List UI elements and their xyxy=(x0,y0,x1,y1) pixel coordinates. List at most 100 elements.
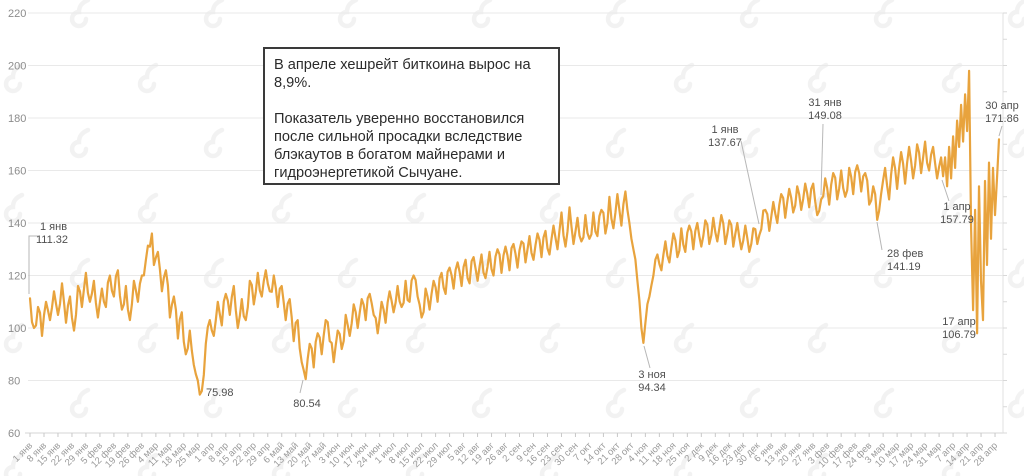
forklog-watermark-icon xyxy=(337,257,359,289)
forklog-watermark-icon xyxy=(3,452,25,476)
y-axis-label: 180 xyxy=(8,113,26,125)
data-point-label: 30 апр xyxy=(985,100,1018,112)
annotation-callout xyxy=(299,379,304,394)
forklog-watermark-icon xyxy=(3,322,25,354)
data-point-label: 28 фев xyxy=(887,248,923,260)
forklog-watermark-icon xyxy=(873,0,895,29)
forklog-watermark-icon xyxy=(873,387,895,419)
forklog-watermark-icon xyxy=(3,192,25,224)
forklog-watermark-icon xyxy=(203,0,225,29)
forklog-watermark-icon xyxy=(471,387,493,419)
forklog-watermark-icon xyxy=(471,0,493,29)
y-axis-label: 160 xyxy=(8,166,26,178)
annotation-callout xyxy=(740,140,760,225)
data-point-label: 141.19 xyxy=(887,261,921,273)
data-point-label: 111.32 xyxy=(36,234,68,246)
data-point-label: 3 ноя xyxy=(638,369,665,381)
data-point-label: 157.79 xyxy=(940,214,974,226)
data-point-label: 80.54 xyxy=(293,398,321,410)
forklog-watermark-icon xyxy=(1007,128,1024,159)
forklog-watermark-icon xyxy=(271,452,293,476)
data-point-label: 1 апр xyxy=(943,201,970,213)
forklog-watermark-icon xyxy=(69,257,91,289)
note-paragraph-1: В апреле хешрейт биткоина вырос на 8,9%. xyxy=(274,57,531,92)
data-point-label: 75.98 xyxy=(206,387,234,399)
forklog-watermark-icon xyxy=(807,322,829,354)
forklog-watermark-icon xyxy=(137,322,159,354)
data-point-label: 31 янв xyxy=(808,97,841,109)
y-axis-label: 100 xyxy=(8,323,26,335)
data-point-label: 171.86 xyxy=(985,113,1019,125)
forklog-watermark-icon xyxy=(137,452,159,476)
forklog-watermark-icon xyxy=(1007,388,1024,419)
forklog-watermark-icon xyxy=(405,192,427,224)
annotation-callout xyxy=(998,125,1003,137)
data-point-label: 1 янв xyxy=(711,124,738,136)
forklog-watermark-icon xyxy=(941,452,963,476)
forklog-watermark-icon xyxy=(137,192,159,224)
y-axis-label: 140 xyxy=(8,218,26,230)
forklog-watermark-icon xyxy=(941,322,963,354)
forklog-watermark-icon xyxy=(203,127,225,159)
forklog-watermark-icon xyxy=(1007,0,1024,29)
forklog-watermark-icon xyxy=(807,62,829,94)
forklog-watermark-icon xyxy=(673,62,695,94)
forklog-watermark-icon xyxy=(405,452,427,476)
forklog-watermark-icon xyxy=(605,387,627,419)
y-axis-label: 120 xyxy=(8,271,26,283)
forklog-watermark-icon xyxy=(807,452,829,476)
data-point-label: 17 апр xyxy=(942,316,975,328)
annotation-callout xyxy=(941,179,950,202)
forklog-watermark-icon xyxy=(673,192,695,224)
forklog-watermark-icon xyxy=(941,192,963,224)
forklog-watermark-icon xyxy=(69,0,91,29)
note-paragraph-2: Показатель уверенно восстановился после … xyxy=(274,111,525,182)
forklog-watermark-icon xyxy=(605,257,627,289)
forklog-watermark-icon xyxy=(739,257,761,289)
forklog-watermark-icon xyxy=(873,127,895,159)
hashrate-series-line xyxy=(28,69,1001,396)
annotation-callout xyxy=(820,123,824,196)
annotation-callout xyxy=(28,235,38,294)
forklog-watermark-icon xyxy=(203,257,225,289)
forklog-watermark-icon xyxy=(271,322,293,354)
forklog-watermark-icon xyxy=(807,192,829,224)
data-point-label: 106.79 xyxy=(942,329,976,341)
forklog-watermark-icon xyxy=(673,452,695,476)
forklog-watermark-icon xyxy=(605,0,627,29)
forklog-watermark-icon xyxy=(539,192,561,224)
forklog-watermark-icon xyxy=(337,387,359,419)
forklog-watermark-icon xyxy=(69,387,91,419)
data-point-label: 94.34 xyxy=(638,382,666,394)
forklog-watermark-icon xyxy=(337,0,359,29)
y-axis-label: 200 xyxy=(8,61,26,73)
forklog-watermark-icon xyxy=(605,127,627,159)
forklog-watermark-icon xyxy=(673,322,695,354)
forklog-watermark-icon xyxy=(271,192,293,224)
forklog-watermark-icon xyxy=(3,62,25,94)
forklog-watermark-icon xyxy=(539,322,561,354)
forklog-watermark-icon xyxy=(873,257,895,289)
y-axis-label: 80 xyxy=(8,376,20,388)
forklog-watermark-icon xyxy=(739,127,761,159)
annotation-callout xyxy=(876,221,883,251)
data-point-label: 137.67 xyxy=(708,137,742,149)
forklog-watermark-icon xyxy=(137,62,159,94)
forklog-watermark-icon xyxy=(739,0,761,29)
forklog-watermark-icon xyxy=(405,322,427,354)
data-point-label: 149.08 xyxy=(808,110,842,122)
forklog-watermark-icon xyxy=(1007,258,1024,289)
y-axis-label: 60 xyxy=(8,428,20,440)
forklog-watermark-icon xyxy=(203,387,225,419)
forklog-watermark-icon xyxy=(69,127,91,159)
forklog-watermark-icon xyxy=(941,62,963,94)
data-point-label: 1 янв xyxy=(40,221,67,233)
annotation-callout xyxy=(643,345,651,369)
annotation-note-box: В апреле хешрейт биткоина вырос на 8,9%.… xyxy=(263,47,560,185)
forklog-watermark-icon xyxy=(739,387,761,419)
forklog-watermark-icon xyxy=(539,452,561,476)
y-axis-label: 220 xyxy=(8,8,26,20)
